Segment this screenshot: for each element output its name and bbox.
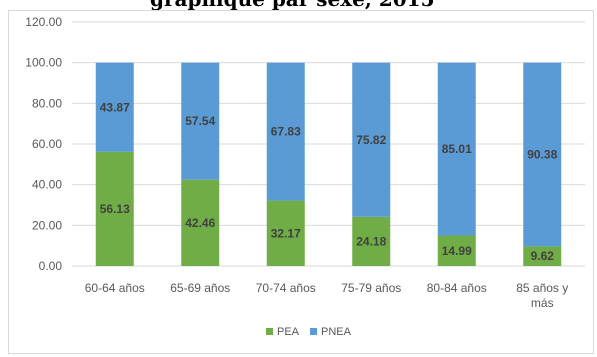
bar-pnea [352,62,391,217]
data-label-pea: 24.18 [356,234,386,248]
y-tick-label: 120.00 [25,15,62,29]
x-tick-label: 65-69 años [170,281,230,295]
y-tick-label: 0.00 [39,259,63,273]
x-tick-label: 70-74 años [256,281,316,295]
clipped-title-fragment: graphique par sexe, 2015 [0,0,597,10]
data-label-pnea: 90.38 [527,148,557,162]
x-tick-label: 80-84 años [427,281,487,295]
data-label-pea: 42.46 [185,216,215,230]
legend-swatch-pea [266,328,273,335]
bar-pnea [95,62,134,152]
x-tick-label: 75-79 años [341,281,401,295]
clipped-title-text: graphique par sexe, 2015 [150,0,434,10]
bar-pnea [523,62,562,247]
bar-pea [437,235,476,266]
bar-pea [523,246,562,266]
y-tick-label: 80.00 [32,96,62,110]
data-label-pnea: 85.01 [442,142,472,156]
data-label-pea: 14.99 [442,244,472,258]
data-label-pea: 32.17 [271,226,301,240]
y-tick-label: 60.00 [32,137,62,151]
bar-pea [181,179,220,266]
bar-pea [352,216,391,266]
legend-label-pea: PEA [277,326,300,338]
y-tick-label: 20.00 [32,218,62,232]
x-tick-label: 60-64 años [85,281,145,295]
data-label-pnea: 57.54 [185,114,215,128]
data-label-pnea: 67.83 [271,125,301,139]
data-label-pea: 56.13 [100,202,130,216]
legend-label-pnea: PNEA [321,326,352,338]
bar-pnea [437,62,476,236]
bar-pnea [181,62,220,180]
bar-pnea [266,62,305,201]
data-label-pnea: 43.87 [100,100,130,114]
bar-pea [266,200,305,266]
x-tick-label: 85 años y más [516,281,568,310]
legend-swatch-pnea [310,328,317,335]
bar-pea [95,151,134,266]
data-label-pnea: 75.82 [356,133,386,147]
y-tick-label: 40.00 [32,178,62,192]
data-label-pea: 9.62 [531,249,555,263]
y-tick-label: 100.00 [25,56,62,70]
